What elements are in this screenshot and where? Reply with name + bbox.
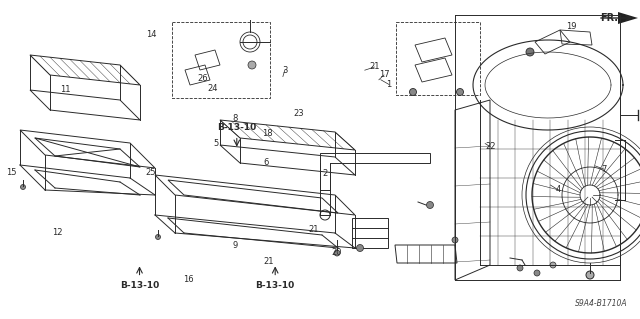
Text: 20: 20 xyxy=(332,248,342,256)
Text: 15: 15 xyxy=(6,168,17,177)
Circle shape xyxy=(534,270,540,276)
Circle shape xyxy=(452,237,458,243)
Text: 11: 11 xyxy=(60,85,70,94)
Circle shape xyxy=(456,88,463,95)
Circle shape xyxy=(156,234,161,240)
Text: 12: 12 xyxy=(52,228,63,237)
Text: 26: 26 xyxy=(197,74,207,83)
Text: 9: 9 xyxy=(233,241,238,250)
Text: 21: 21 xyxy=(369,63,380,71)
Text: 7: 7 xyxy=(601,165,606,174)
Text: 21: 21 xyxy=(264,257,274,266)
Circle shape xyxy=(20,184,26,189)
Text: 24: 24 xyxy=(207,84,218,93)
Circle shape xyxy=(248,61,256,69)
Text: 25: 25 xyxy=(146,168,156,177)
Text: 19: 19 xyxy=(566,22,577,31)
Text: 18: 18 xyxy=(262,130,273,138)
Circle shape xyxy=(334,250,340,256)
Text: 4: 4 xyxy=(556,185,561,194)
Text: 16: 16 xyxy=(184,275,194,284)
Text: 2: 2 xyxy=(323,169,328,178)
Text: 1: 1 xyxy=(387,80,392,89)
Text: 22: 22 xyxy=(485,142,495,151)
Text: 21: 21 xyxy=(308,225,319,234)
Text: FR.: FR. xyxy=(600,13,618,23)
Text: B-13-10: B-13-10 xyxy=(120,281,159,290)
Circle shape xyxy=(526,48,534,56)
Text: 14: 14 xyxy=(147,30,157,39)
Text: 5: 5 xyxy=(214,139,219,148)
Text: B-13-10: B-13-10 xyxy=(255,281,295,290)
Text: B-13-10: B-13-10 xyxy=(217,123,257,132)
Circle shape xyxy=(517,265,523,271)
Polygon shape xyxy=(618,12,638,24)
Circle shape xyxy=(426,202,433,209)
Text: 6: 6 xyxy=(263,158,268,167)
Text: S9A4-B1710A: S9A4-B1710A xyxy=(575,299,628,308)
Text: 23: 23 xyxy=(294,109,304,118)
Circle shape xyxy=(550,262,556,268)
Circle shape xyxy=(586,271,594,279)
Circle shape xyxy=(410,88,417,95)
Text: 3: 3 xyxy=(282,66,287,75)
Text: 8: 8 xyxy=(232,114,237,122)
Circle shape xyxy=(356,244,364,251)
Text: 17: 17 xyxy=(379,70,389,79)
